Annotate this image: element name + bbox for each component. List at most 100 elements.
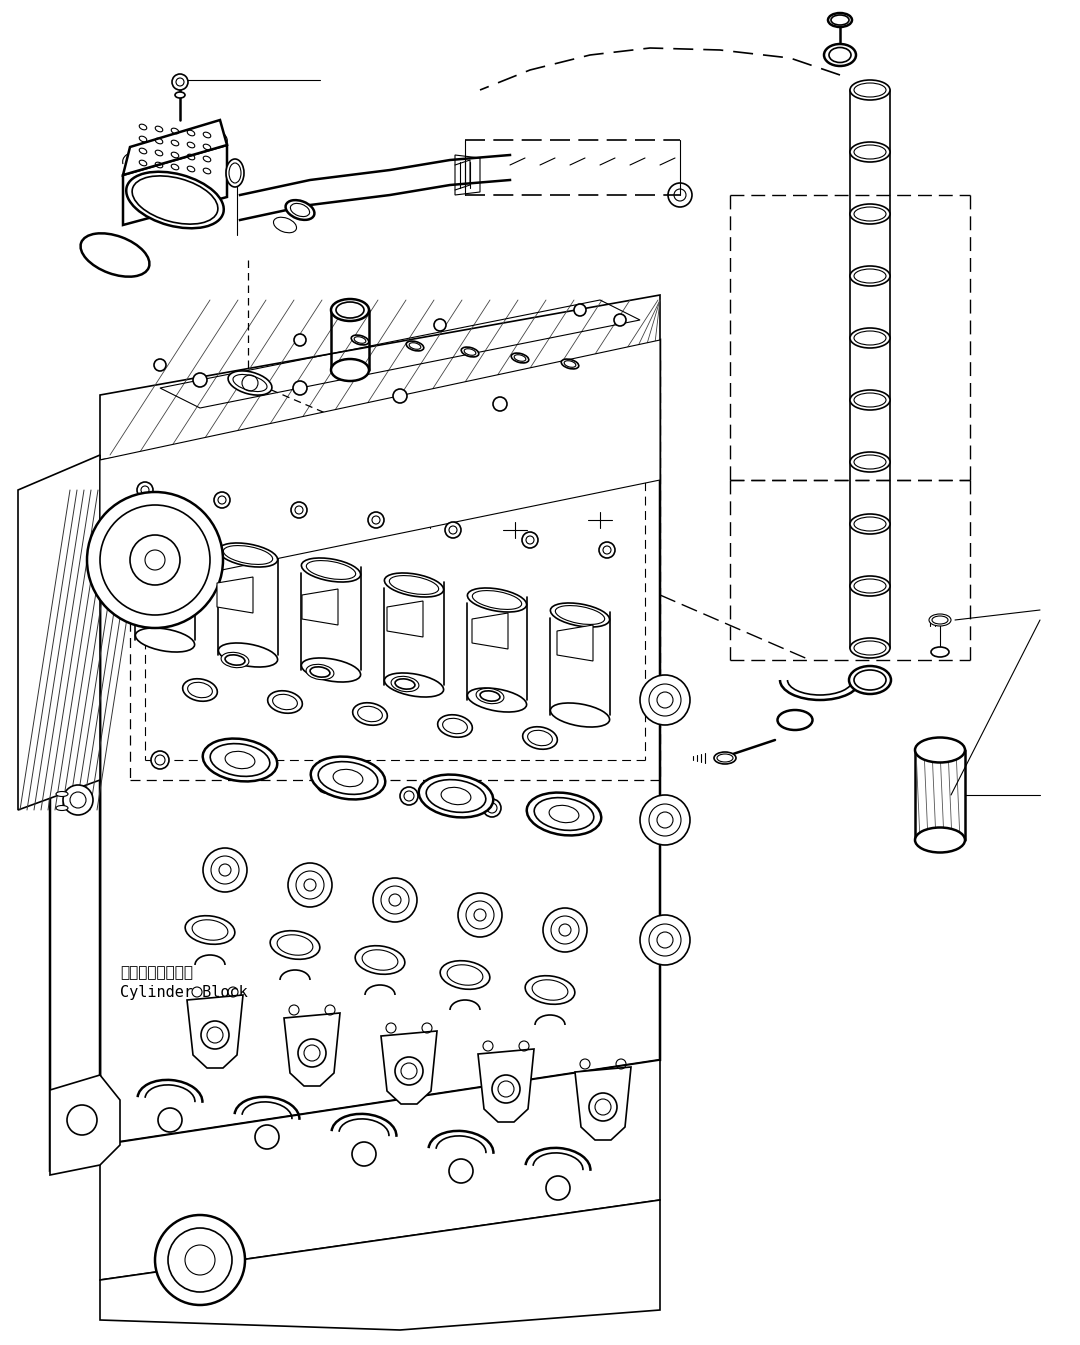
Ellipse shape — [203, 738, 278, 781]
Polygon shape — [302, 589, 338, 625]
Circle shape — [288, 863, 332, 907]
Polygon shape — [217, 577, 253, 613]
Ellipse shape — [126, 172, 224, 229]
Ellipse shape — [175, 91, 185, 98]
Circle shape — [640, 675, 690, 725]
Ellipse shape — [330, 359, 369, 381]
Polygon shape — [187, 995, 243, 1068]
Ellipse shape — [850, 576, 890, 596]
Polygon shape — [50, 1075, 120, 1176]
Circle shape — [158, 1108, 183, 1132]
Circle shape — [573, 304, 586, 316]
Polygon shape — [557, 625, 593, 660]
Circle shape — [201, 1021, 229, 1049]
Ellipse shape — [850, 452, 890, 472]
Ellipse shape — [135, 529, 194, 551]
Ellipse shape — [850, 204, 890, 225]
Circle shape — [294, 334, 306, 346]
Circle shape — [492, 1075, 519, 1103]
Ellipse shape — [218, 543, 278, 568]
Circle shape — [63, 785, 93, 815]
Circle shape — [255, 1124, 279, 1149]
Circle shape — [400, 787, 418, 806]
Polygon shape — [575, 1067, 631, 1141]
Circle shape — [543, 908, 588, 952]
Polygon shape — [100, 340, 660, 594]
Polygon shape — [478, 1049, 534, 1122]
Ellipse shape — [850, 328, 890, 348]
Circle shape — [368, 512, 384, 529]
Ellipse shape — [419, 775, 494, 818]
Ellipse shape — [468, 689, 527, 712]
Polygon shape — [123, 145, 227, 225]
Ellipse shape — [270, 931, 320, 959]
Circle shape — [566, 811, 584, 829]
Ellipse shape — [311, 756, 386, 799]
Circle shape — [67, 1106, 97, 1135]
Ellipse shape — [330, 299, 369, 321]
Ellipse shape — [551, 703, 609, 728]
Circle shape — [393, 389, 407, 404]
Circle shape — [640, 795, 690, 845]
Ellipse shape — [461, 347, 478, 356]
Circle shape — [172, 74, 188, 90]
Ellipse shape — [226, 159, 244, 187]
Circle shape — [193, 373, 207, 387]
Ellipse shape — [525, 975, 575, 1005]
Ellipse shape — [915, 827, 966, 853]
Circle shape — [615, 313, 626, 325]
Ellipse shape — [778, 710, 812, 730]
Ellipse shape — [523, 726, 557, 749]
Polygon shape — [381, 1032, 437, 1104]
Ellipse shape — [301, 658, 361, 682]
Circle shape — [434, 319, 446, 331]
Ellipse shape — [135, 628, 194, 652]
Circle shape — [156, 1215, 245, 1305]
Circle shape — [87, 492, 222, 628]
Ellipse shape — [218, 643, 278, 667]
Circle shape — [298, 1038, 326, 1067]
Polygon shape — [100, 1200, 660, 1330]
Ellipse shape — [391, 677, 419, 691]
Circle shape — [373, 878, 417, 923]
Circle shape — [203, 847, 247, 892]
Ellipse shape — [551, 603, 609, 627]
Ellipse shape — [437, 714, 472, 737]
Ellipse shape — [384, 573, 444, 597]
Circle shape — [352, 1142, 376, 1166]
Ellipse shape — [850, 514, 890, 534]
Text: シリンダブロック: シリンダブロック — [120, 964, 193, 981]
Ellipse shape — [850, 638, 890, 658]
Circle shape — [151, 751, 168, 769]
Ellipse shape — [562, 359, 579, 369]
Polygon shape — [123, 120, 227, 175]
Ellipse shape — [384, 672, 444, 697]
Ellipse shape — [301, 558, 361, 582]
Circle shape — [137, 482, 153, 498]
Ellipse shape — [850, 143, 890, 161]
Ellipse shape — [355, 946, 405, 974]
Circle shape — [522, 533, 538, 547]
Circle shape — [483, 799, 501, 816]
Polygon shape — [100, 295, 660, 460]
Polygon shape — [50, 460, 100, 1170]
Circle shape — [395, 1057, 423, 1085]
Ellipse shape — [56, 791, 68, 796]
Circle shape — [154, 359, 166, 371]
Ellipse shape — [353, 702, 388, 725]
Ellipse shape — [468, 588, 527, 612]
Ellipse shape — [228, 371, 272, 395]
Ellipse shape — [511, 354, 529, 363]
Ellipse shape — [929, 615, 951, 625]
Ellipse shape — [828, 13, 852, 27]
Ellipse shape — [183, 679, 217, 701]
Ellipse shape — [850, 79, 890, 100]
Ellipse shape — [285, 200, 314, 219]
Circle shape — [640, 915, 690, 964]
Ellipse shape — [850, 266, 890, 286]
Ellipse shape — [915, 737, 966, 763]
Circle shape — [445, 522, 461, 538]
Ellipse shape — [527, 792, 602, 835]
Ellipse shape — [441, 960, 490, 990]
Circle shape — [492, 397, 507, 412]
